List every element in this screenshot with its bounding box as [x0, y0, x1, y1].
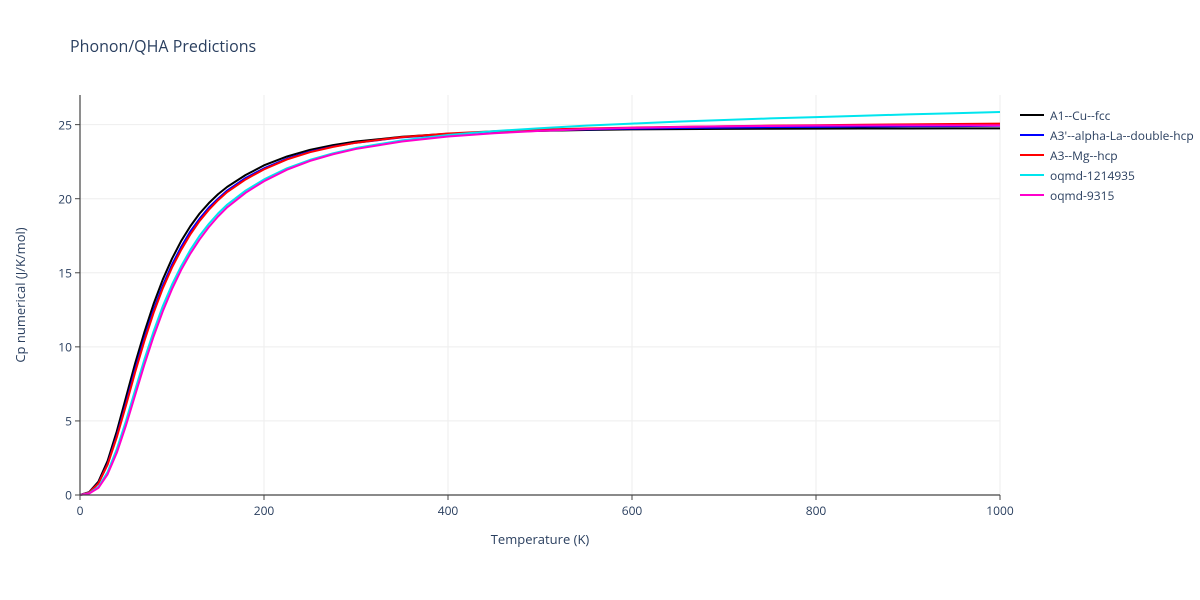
legend-label: oqmd-9315 — [1050, 187, 1114, 204]
y-axis-label: Cp numerical (J/K/mol) — [11, 227, 29, 362]
legend: A1--Cu--fcc A3'--alpha-La--double-hcp A3--… — [1020, 105, 1194, 205]
legend-label: A3'--alpha-La--double-hcp — [1050, 127, 1194, 144]
legend-swatch — [1020, 174, 1044, 176]
x-tick-label: 600 — [622, 502, 643, 519]
y-tick-label: 20 — [58, 190, 72, 207]
legend-swatch — [1020, 194, 1044, 196]
series-line[interactable] — [80, 126, 1000, 495]
series-lines — [80, 112, 1000, 495]
x-axis-label: Temperature (K) — [491, 530, 590, 548]
chart-title: Phonon/QHA Predictions — [70, 35, 256, 57]
x-tick-label: 1000 — [986, 502, 1013, 519]
series-line[interactable] — [80, 124, 1000, 495]
plot-area[interactable] — [80, 95, 1000, 495]
x-tick-label: 800 — [806, 502, 827, 519]
gridlines — [80, 95, 1000, 495]
legend-item[interactable]: A3'--alpha-La--double-hcp — [1020, 125, 1194, 145]
y-tick-label: 25 — [58, 116, 72, 133]
legend-swatch — [1020, 134, 1044, 136]
y-tick-label: 5 — [65, 412, 72, 429]
x-tick-label: 200 — [254, 502, 275, 519]
legend-label: A1--Cu--fcc — [1050, 107, 1110, 124]
series-line[interactable] — [80, 112, 1000, 495]
legend-item[interactable]: A1--Cu--fcc — [1020, 105, 1194, 125]
axes — [75, 95, 1000, 500]
chart-container: { "chart": { "type": "line", "title": "P… — [0, 0, 1200, 600]
x-tick-label: 400 — [438, 502, 459, 519]
series-line[interactable] — [80, 128, 1000, 495]
y-tick-label: 10 — [58, 338, 72, 355]
y-tick-label: 15 — [58, 264, 72, 281]
legend-label: A3--Mg--hcp — [1050, 147, 1118, 164]
legend-swatch — [1020, 154, 1044, 156]
legend-swatch — [1020, 114, 1044, 116]
legend-item[interactable]: A3--Mg--hcp — [1020, 145, 1194, 165]
legend-item[interactable]: oqmd-9315 — [1020, 185, 1194, 205]
legend-label: oqmd-1214935 — [1050, 167, 1135, 184]
series-line[interactable] — [80, 125, 1000, 495]
x-tick-label: 0 — [77, 502, 84, 519]
legend-item[interactable]: oqmd-1214935 — [1020, 165, 1194, 185]
y-tick-label: 0 — [65, 487, 72, 504]
